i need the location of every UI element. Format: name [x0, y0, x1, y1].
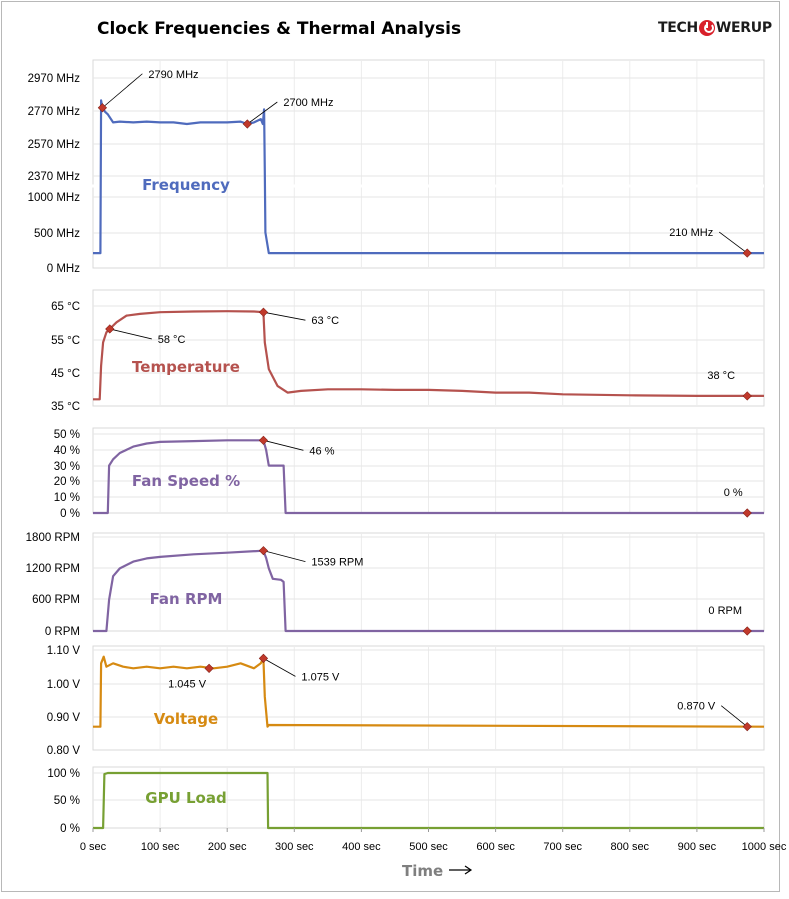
x-tick-label: 300 sec: [275, 841, 314, 853]
x-axis: 0 sec 100 sec 200 sec 300 sec 400 sec 500 sec…: [80, 828, 787, 880]
annotation-marker: [742, 248, 752, 258]
annotation-label: 210 MHz: [669, 227, 713, 239]
annotation-marker: [742, 626, 752, 636]
panel-gpu-load: 100 % 50 % 0 % GPU Load: [47, 766, 765, 835]
annotation-leader: [263, 657, 296, 677]
y-tick-label: 50 %: [54, 429, 80, 441]
annotation-marker: [258, 546, 269, 556]
annotation-leader: [263, 439, 304, 451]
x-tick-label: 100 sec: [141, 841, 180, 853]
y-tick-label: 30 %: [54, 461, 80, 473]
panel-label: Temperature: [132, 358, 240, 376]
y-tick-label: 1000 MHz: [28, 192, 81, 204]
annotation-label: 1539 RPM: [311, 557, 363, 569]
annotation-leader: [102, 73, 143, 109]
annotation-label: 0 RPM: [708, 605, 742, 617]
annotation-leader: [109, 328, 152, 340]
logo-text-left: TECH: [658, 20, 698, 36]
y-tick-label: 45 °C: [51, 368, 80, 380]
x-tick-label: 400 sec: [342, 841, 381, 853]
panel-label: Frequency: [142, 176, 230, 194]
y-tick-label: 2970 MHz: [28, 73, 81, 85]
annotation-label: 2790 MHz: [148, 69, 198, 81]
y-tick-label: 2370 MHz: [28, 171, 81, 183]
y-tick-label: 600 RPM: [32, 594, 80, 606]
y-tick-label: 1200 RPM: [26, 563, 80, 575]
panel-frequency: 2970 MHz 2770 MHz 2570 MHz 2370 MHz 1000 MHz…: [28, 59, 765, 275]
annotation-leader: [718, 231, 748, 254]
annotation-label: 2700 MHz: [283, 97, 333, 109]
annotation-marker: [97, 103, 107, 113]
annotation-label: 38 °C: [707, 370, 735, 382]
series-line: [93, 439, 764, 515]
y-tick-label: 50 %: [54, 795, 80, 807]
y-tick-label: 1800 RPM: [26, 532, 80, 544]
panel-fan-rpm: 1800 RPM 1200 RPM 600 RPM 0 RPM Fan RPM 1539 …: [26, 532, 765, 638]
x-tick-label: 500 sec: [409, 841, 448, 853]
y-tick-label: 20 %: [54, 476, 80, 488]
panel-temperature: 65 °C 55 °C 45 °C 35 °C Temperature 58 °C 63 °…: [51, 289, 765, 413]
y-tick-label: 2570 MHz: [28, 139, 81, 151]
y-tick-label: 55 °C: [51, 335, 80, 347]
panel-fan-speed: 50 % 40 % 30 % 20 % 10 % 0 % Fan Speed % 46 % 0 …: [54, 427, 765, 520]
chart-title: Clock Frequencies & Thermal Analysis: [97, 19, 462, 39]
annotation-marker: [258, 307, 269, 317]
x-tick-label: 0 sec: [80, 841, 107, 853]
power-icon: [698, 20, 715, 36]
x-tick-label: 800 sec: [611, 841, 650, 853]
panel-voltage: 1.10 V 1.00 V 0.90 V 0.80 V Voltage 1.045 V 1.…: [47, 645, 765, 757]
y-tick-label: 0 %: [60, 823, 80, 835]
logo-text-right: WERUP: [715, 20, 772, 36]
annotation-leader: [720, 705, 748, 727]
arrow-head-icon: [464, 865, 473, 875]
y-tick-label: 35 °C: [51, 401, 80, 413]
series-line: [93, 771, 764, 830]
x-tick-label: 700 sec: [543, 841, 582, 853]
annotation-marker: [742, 391, 752, 401]
y-tick-label: 65 °C: [51, 301, 80, 313]
y-tick-label: 0 RPM: [45, 626, 80, 638]
panel-label: Voltage: [154, 710, 218, 728]
annotation-leader: [263, 550, 306, 563]
x-tick-label: 600 sec: [476, 841, 515, 853]
panel-label: Fan RPM: [150, 590, 223, 608]
annotation-leader: [247, 101, 278, 125]
annotation-leader: [263, 311, 306, 321]
annotation-label: 63 °C: [311, 315, 339, 327]
annotation-marker: [105, 324, 115, 334]
annotation-label: 1.045 V: [168, 678, 207, 690]
y-tick-label: 500 MHz: [34, 228, 80, 240]
annotation-marker: [742, 508, 752, 518]
y-tick-label: 0.80 V: [47, 745, 81, 757]
y-tick-label: 0 MHz: [47, 263, 80, 275]
annotation-label: 1.075 V: [301, 671, 340, 683]
annotation-label: 0 %: [724, 487, 743, 499]
x-tick-label: 200 sec: [208, 841, 247, 853]
y-tick-label: 1.10 V: [47, 645, 81, 657]
techpowerup-logo: TECH WERUP: [658, 20, 772, 36]
y-tick-label: 0 %: [60, 508, 80, 520]
panel-label: Fan Speed %: [132, 472, 240, 490]
annotation-marker: [204, 663, 214, 673]
panel-label: GPU Load: [145, 789, 226, 807]
y-tick-label: 2770 MHz: [28, 106, 81, 118]
annotation-marker: [242, 119, 252, 129]
y-tick-label: 1.00 V: [47, 679, 81, 691]
annotation-label: 46 %: [309, 445, 334, 457]
annotation-marker: [258, 653, 269, 663]
annotation-label: 58 °C: [158, 334, 186, 346]
y-tick-label: 10 %: [54, 492, 80, 504]
annotation-marker: [258, 435, 269, 445]
x-tick-label: 900 sec: [678, 841, 717, 853]
annotation-marker: [742, 722, 752, 732]
series-line: [93, 549, 764, 633]
x-axis-label: Time: [402, 862, 443, 880]
y-tick-label: 100 %: [47, 768, 80, 780]
y-tick-label: 40 %: [54, 445, 80, 457]
annotation-label: 0.870 V: [677, 701, 716, 713]
y-tick-label: 0.90 V: [47, 712, 81, 724]
series-line: [93, 655, 765, 728]
x-tick-label: 1000 sec: [742, 841, 787, 853]
